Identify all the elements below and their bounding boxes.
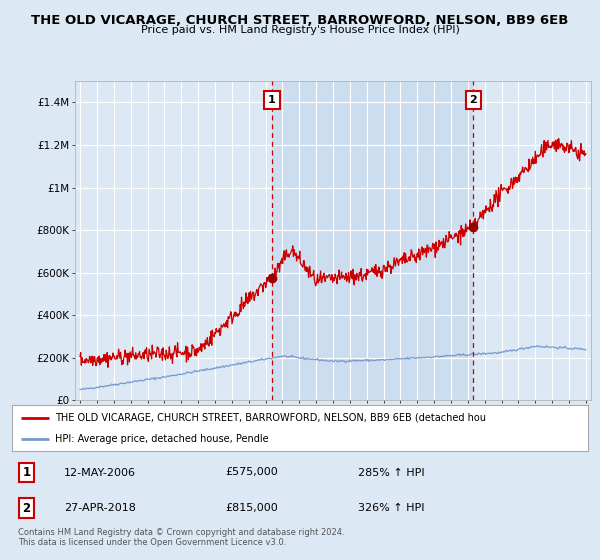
Text: 27-APR-2018: 27-APR-2018 <box>64 503 136 513</box>
Text: £575,000: £575,000 <box>225 468 278 478</box>
Text: 1: 1 <box>268 95 275 105</box>
Text: THE OLD VICARAGE, CHURCH STREET, BARROWFORD, NELSON, BB9 6EB: THE OLD VICARAGE, CHURCH STREET, BARROWF… <box>31 14 569 27</box>
Text: This data is licensed under the Open Government Licence v3.0.: This data is licensed under the Open Gov… <box>18 538 286 547</box>
Text: 1: 1 <box>22 466 31 479</box>
Bar <box>272 81 473 400</box>
Text: 2: 2 <box>469 95 477 105</box>
Text: Price paid vs. HM Land Registry's House Price Index (HPI): Price paid vs. HM Land Registry's House … <box>140 25 460 35</box>
Text: 12-MAY-2006: 12-MAY-2006 <box>64 468 136 478</box>
Text: THE OLD VICARAGE, CHURCH STREET, BARROWFORD, NELSON, BB9 6EB (detached hou: THE OLD VICARAGE, CHURCH STREET, BARROWF… <box>55 413 486 423</box>
Text: HPI: Average price, detached house, Pendle: HPI: Average price, detached house, Pend… <box>55 435 269 444</box>
Text: 2: 2 <box>22 502 31 515</box>
Text: £815,000: £815,000 <box>225 503 278 513</box>
Text: Contains HM Land Registry data © Crown copyright and database right 2024.: Contains HM Land Registry data © Crown c… <box>18 528 344 536</box>
Text: 326% ↑ HPI: 326% ↑ HPI <box>358 503 424 513</box>
Text: 285% ↑ HPI: 285% ↑ HPI <box>358 468 424 478</box>
